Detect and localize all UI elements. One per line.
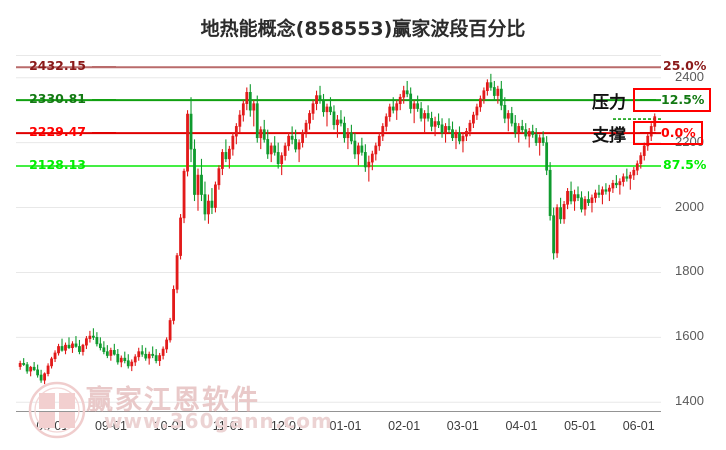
x-axis-tick-11-01: 11-01: [212, 419, 244, 433]
percent-label-support[interactable]: 0.0%: [633, 121, 703, 146]
page-title: 地热能概念(858553)赢家波段百分比: [200, 18, 526, 40]
y-axis-tick-2400: 2400: [675, 68, 704, 84]
x-axis-tick-02-01: 02-01: [388, 419, 421, 433]
percent-text-resistance: 12.5%: [661, 92, 705, 108]
y-axis-tick-1600: 1600: [675, 328, 704, 344]
x-axis-tick-01-01: 01-01: [329, 419, 362, 433]
candles: [18, 73, 657, 385]
y-axis-tick-1800: 1800: [675, 263, 704, 279]
price-label-resistance-outer: 2432.15: [29, 58, 86, 74]
leader-line-resistance-outer: [92, 66, 116, 69]
x-axis-tick-09-01: 09-01: [94, 419, 127, 433]
x-axis-tick-10-01: 10-01: [153, 419, 186, 433]
price-label-resistance: 2330.81: [29, 91, 86, 107]
x-axis-tick-12-01: 12-01: [270, 419, 303, 433]
leader-line-support: [92, 132, 116, 135]
x-axis-tick-05-01: 05-01: [564, 419, 597, 433]
price-label-support: 2229.47: [29, 124, 86, 140]
percent-text-support: 0.0%: [661, 125, 696, 141]
x-axis-tick-03-01: 03-01: [446, 419, 479, 433]
leader-line-support-outer: [92, 164, 116, 167]
zone-tag-resistance: 压力: [592, 93, 626, 114]
gridlines: [16, 77, 661, 403]
y-axis-tick-1400: 1400: [675, 393, 704, 409]
zone-tag-support: 支撑: [592, 126, 626, 147]
swatch-resistance: [640, 98, 656, 101]
x-axis-tick-04-01: 04-01: [505, 419, 538, 433]
percent-label-support-outer: 87.5%: [663, 156, 707, 172]
price-label-support-outer: 2128.13: [29, 156, 86, 172]
axis-lines: [16, 55, 661, 412]
swatch-support: [640, 131, 656, 134]
y-axis-tick-2000: 2000: [675, 198, 704, 214]
x-axis-tick-08-01: 08-01: [36, 419, 69, 433]
percent-label-resistance-outer: 25.0%: [663, 58, 707, 74]
price-level-lines: [16, 66, 661, 167]
x-axis-tick-06-01: 06-01: [622, 419, 655, 433]
candlestick-svg: [16, 55, 661, 412]
chart-plot-area: [16, 55, 661, 412]
percent-label-resistance[interactable]: 12.5%: [633, 88, 712, 113]
leader-line-resistance: [92, 99, 116, 102]
